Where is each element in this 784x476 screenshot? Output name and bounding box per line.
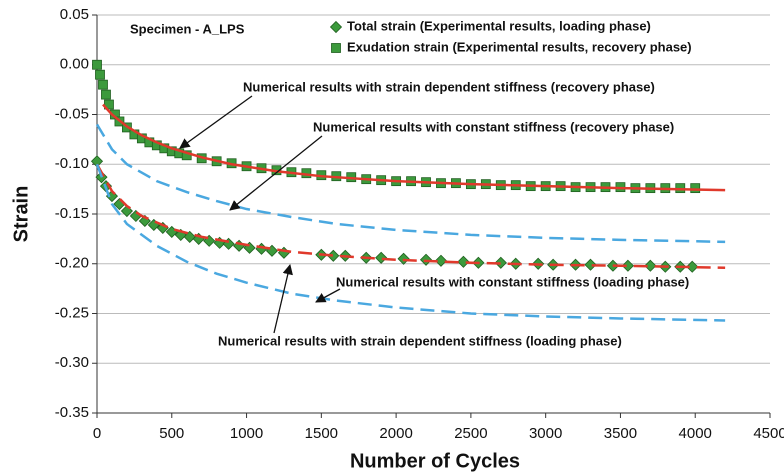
x-axis-title: Number of Cycles [350,450,520,472]
y-tick-label: 0.05 [60,6,89,23]
annotation: Numerical results with constant stiffnes… [336,274,689,289]
x-tick-label: 2500 [454,425,487,442]
y-tick-label: -0.20 [55,255,89,272]
annotation-arrow [273,263,293,334]
diamond-marker [621,259,634,272]
y-tick-label: -0.05 [55,105,89,122]
diamond-marker [375,251,388,264]
y-tick-label: 0.00 [60,56,89,73]
x-tick-label: 3000 [529,425,562,442]
square-marker [690,183,701,194]
square-marker [95,69,105,80]
y-tick-label: -0.25 [55,304,89,321]
annotation: Numerical results with strain dependent … [218,333,622,348]
y-tick-label: -0.30 [55,354,89,371]
annotation-arrow [229,135,323,211]
diamond-marker [644,259,657,272]
x-tick-label: 0 [93,425,101,442]
annotation: Numerical results with strain dependent … [243,79,655,94]
annotation: Specimen - A_LPS [130,21,245,36]
diamond-marker [494,256,507,269]
y-tick-label: -0.10 [55,155,89,172]
y-tick-label: -0.35 [55,404,89,421]
x-tick-label: 1000 [230,425,263,442]
solid-curve [102,103,726,192]
dashed-curve [95,163,726,269]
annotation: Numerical results with constant stiffnes… [313,119,674,134]
diamond-marker [233,239,246,252]
dashed-curve [95,163,726,322]
square-marker [92,59,102,70]
x-tick-label: 4000 [679,425,712,442]
x-tick-label: 2000 [379,425,412,442]
annotation-arrow [179,95,253,149]
square-marker [331,43,341,53]
x-tick-label: 1500 [305,425,338,442]
diamond-marker [457,255,470,268]
diamond-marker [434,254,448,267]
legend-label: Exudation strain (Experimental results, … [347,39,692,54]
dashed-curve [95,123,726,244]
y-axis-title: Strain [10,186,32,243]
annotation-arrow [315,288,341,303]
x-tick-label: 3500 [604,425,637,442]
diamond-marker [329,20,343,34]
square-marker [98,79,108,90]
diamond-marker [183,230,196,243]
diamond-marker [584,258,597,271]
x-tick-label: 500 [159,425,184,442]
x-tick-label: 4500 [753,425,784,442]
diamond-marker [686,260,699,273]
diamond-marker [138,214,151,228]
square-marker [101,89,111,100]
diamond-marker [397,252,410,265]
legend-label: Total strain (Experimental results, load… [347,18,651,33]
y-tick-label: -0.15 [55,205,89,222]
